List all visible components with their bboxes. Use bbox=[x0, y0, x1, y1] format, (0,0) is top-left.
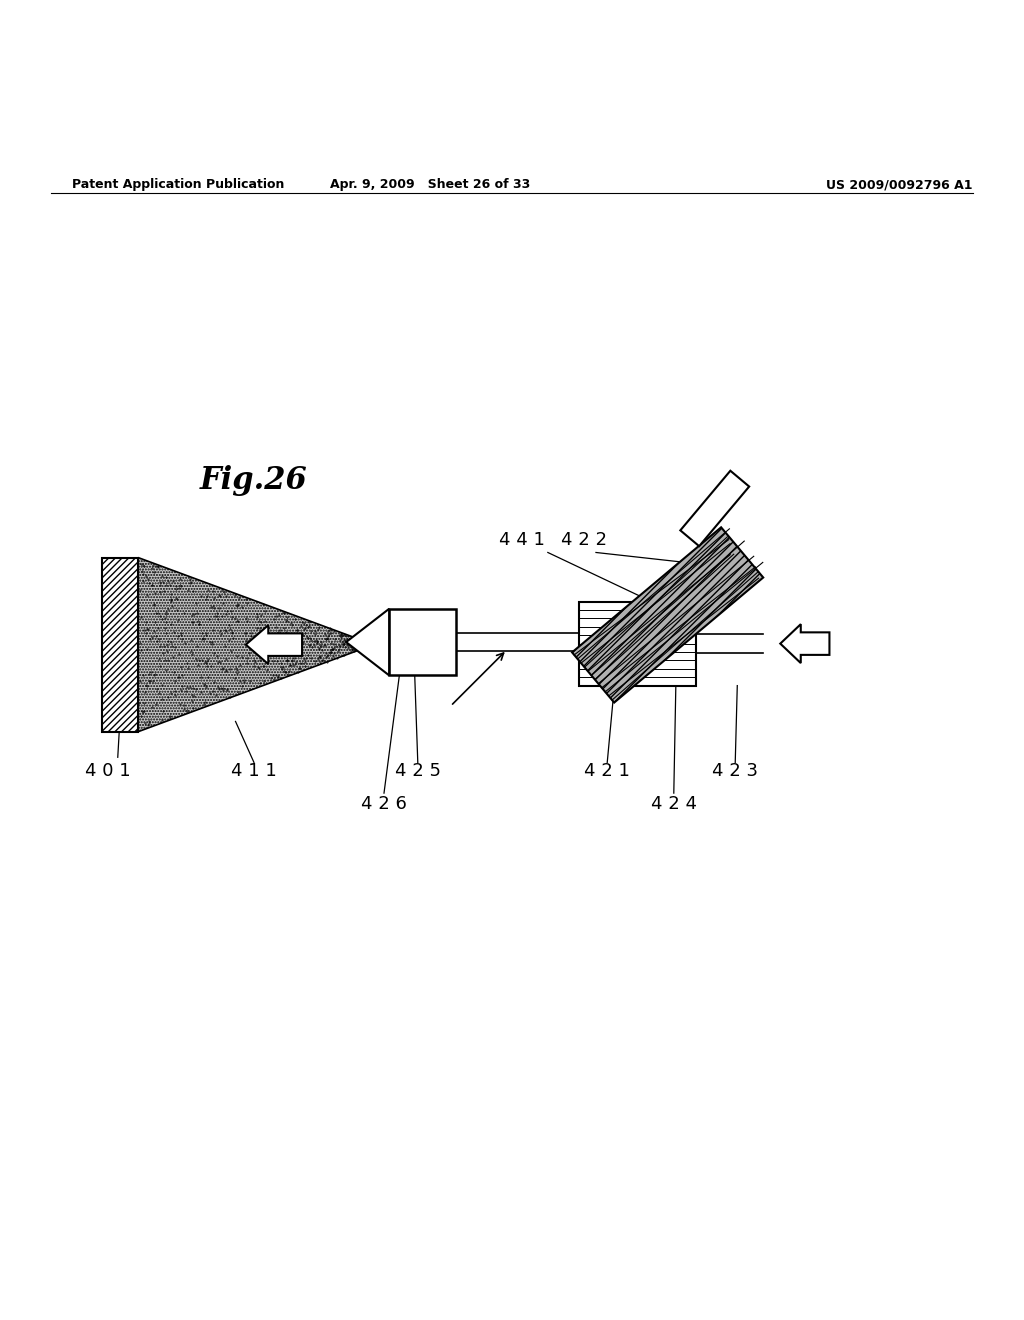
Polygon shape bbox=[572, 527, 763, 702]
FancyArrow shape bbox=[780, 624, 829, 663]
FancyArrow shape bbox=[246, 626, 302, 664]
Text: 4 2 6: 4 2 6 bbox=[361, 795, 407, 813]
Polygon shape bbox=[138, 557, 374, 731]
Bar bbox=[579, 602, 696, 685]
Polygon shape bbox=[680, 471, 750, 546]
Bar bbox=[389, 609, 456, 676]
Text: Patent Application Publication: Patent Application Publication bbox=[72, 178, 284, 191]
Bar bbox=[102, 557, 138, 731]
Text: 4 2 3: 4 2 3 bbox=[713, 763, 758, 780]
Text: Apr. 9, 2009   Sheet 26 of 33: Apr. 9, 2009 Sheet 26 of 33 bbox=[330, 178, 530, 191]
Text: 4 2 4: 4 2 4 bbox=[651, 795, 696, 813]
Text: 4 2 2: 4 2 2 bbox=[561, 532, 606, 549]
Text: 4 2 5: 4 2 5 bbox=[395, 763, 440, 780]
Text: 4 1 1: 4 1 1 bbox=[231, 763, 276, 780]
Text: 4 2 1: 4 2 1 bbox=[585, 763, 630, 780]
Text: Fig.26: Fig.26 bbox=[200, 465, 307, 496]
Polygon shape bbox=[346, 609, 389, 676]
Text: US 2009/0092796 A1: US 2009/0092796 A1 bbox=[826, 178, 973, 191]
Text: 4 4 1: 4 4 1 bbox=[500, 532, 545, 549]
Text: 4 0 1: 4 0 1 bbox=[85, 763, 130, 780]
